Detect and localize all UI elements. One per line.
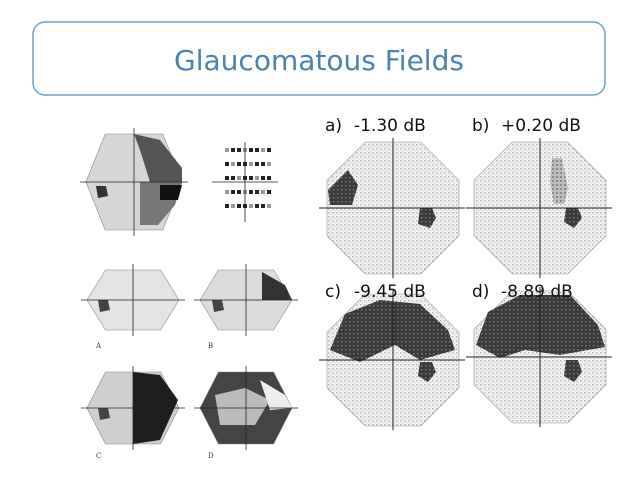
symbol <box>261 148 265 152</box>
field <box>466 138 612 278</box>
symbol <box>231 162 235 166</box>
symbol <box>249 148 253 152</box>
defect <box>98 408 110 420</box>
symbol <box>249 176 253 180</box>
figure-label: C <box>96 452 101 460</box>
symbol <box>231 204 235 208</box>
defect <box>564 360 582 382</box>
symbol <box>225 162 229 166</box>
symbol <box>255 148 259 152</box>
symbol <box>225 204 229 208</box>
symbol <box>261 204 265 208</box>
defect <box>328 170 358 205</box>
figure-label: A <box>95 342 102 350</box>
field <box>80 128 188 236</box>
symbol <box>267 148 271 152</box>
defect <box>418 208 436 228</box>
symbol <box>267 162 271 166</box>
panel-labels: a) -1.30 dB b) +0.20 dB c) -9.45 dB d) -8.89 dB… <box>95 116 581 460</box>
symbol <box>231 190 235 194</box>
symbol <box>267 204 271 208</box>
symbol <box>267 190 271 194</box>
defect <box>98 300 110 312</box>
panel-label: b) <box>472 116 489 136</box>
panel-value: -8.89 dB <box>501 282 573 302</box>
field <box>81 366 185 450</box>
symbol <box>231 176 235 180</box>
field <box>194 264 298 336</box>
slide-title: Glaucomatous Fields <box>174 44 464 77</box>
symbol <box>225 148 229 152</box>
symbol <box>255 176 259 180</box>
defect <box>260 380 292 410</box>
defect <box>215 388 270 425</box>
field <box>319 290 465 430</box>
symbol <box>267 176 271 180</box>
symbol <box>237 148 241 152</box>
symbol <box>231 148 235 152</box>
defect <box>160 185 182 200</box>
panel-label: d) <box>472 282 489 302</box>
symbol <box>225 176 229 180</box>
symbol <box>255 162 259 166</box>
title-box <box>32 21 606 96</box>
symbol <box>255 204 259 208</box>
panel-value: -1.30 dB <box>354 116 426 136</box>
field <box>466 287 612 427</box>
figure-label: B <box>208 342 213 350</box>
symbol <box>261 162 265 166</box>
defect <box>96 186 108 198</box>
pattern-plot <box>212 142 278 222</box>
defect <box>550 158 568 204</box>
figure-label: D <box>208 452 214 460</box>
field <box>319 138 465 278</box>
panel-value: +0.20 dB <box>501 116 581 136</box>
symbol <box>261 190 265 194</box>
symbol <box>249 162 253 166</box>
defect <box>134 134 182 182</box>
symbol <box>237 204 241 208</box>
defect <box>564 208 582 228</box>
symbol <box>261 176 265 180</box>
panel-label: c) <box>325 282 341 302</box>
field <box>81 264 185 336</box>
symbol <box>249 204 253 208</box>
symbol <box>225 190 229 194</box>
defect <box>418 362 436 382</box>
panel-label: a) <box>325 116 342 136</box>
symbol <box>237 162 241 166</box>
defect <box>262 272 292 300</box>
visual-fields <box>80 128 612 450</box>
symbol <box>237 176 241 180</box>
symbol <box>249 190 253 194</box>
symbol <box>255 190 259 194</box>
symbol <box>237 190 241 194</box>
field <box>194 366 298 450</box>
defect <box>212 300 224 312</box>
panel-value: -9.45 dB <box>354 282 426 302</box>
